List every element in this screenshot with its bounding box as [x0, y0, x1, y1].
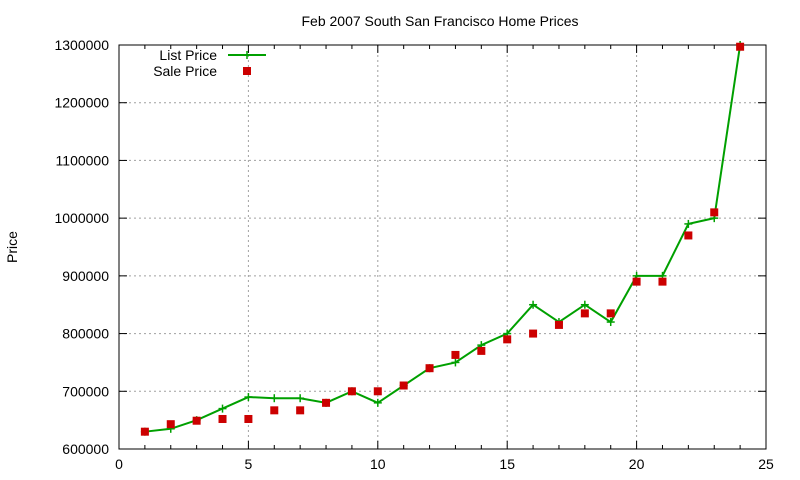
legend-square-marker [243, 67, 251, 75]
sale-price-point [425, 364, 434, 373]
sale-price-point [554, 320, 563, 329]
y-tick-label: 700000 [62, 383, 109, 399]
x-tick-label: 20 [629, 456, 645, 472]
sale-price-point [529, 329, 538, 338]
grid-lines [119, 45, 766, 449]
y-tick-label: 600000 [62, 441, 109, 457]
sale-price-point [451, 350, 460, 359]
y-tick-label: 1300000 [54, 37, 109, 53]
y-tick-label: 900000 [62, 268, 109, 284]
chart-title: Feb 2007 South San Francisco Home Prices [301, 13, 578, 29]
legend-label: Sale Price [153, 63, 217, 79]
x-tick-label: 15 [499, 456, 515, 472]
sale-price-point [244, 414, 253, 423]
sale-price-point [192, 416, 201, 425]
sale-price-point [296, 406, 305, 415]
x-tick-label: 25 [758, 456, 774, 472]
sale-price-point [373, 387, 382, 396]
list-price-point [580, 300, 589, 309]
sale-price-point [503, 335, 512, 344]
sale-price-point [632, 277, 641, 286]
sale-price-point [710, 208, 719, 217]
x-tick-label: 5 [245, 456, 253, 472]
axis-ticks: 0 5 10 15 20 25 600000 700000 800000 900000 100000… [54, 37, 774, 472]
sale-price-point [322, 398, 331, 407]
sale-price-point [218, 414, 227, 423]
sale-price-point [684, 231, 693, 240]
y-axis-label: Price [4, 231, 20, 263]
y-tick-label: 1100000 [56, 152, 110, 168]
list-price-point [296, 394, 305, 403]
y-tick-label: 1000000 [54, 210, 109, 226]
list-price-point [218, 404, 227, 413]
sale-price-point [166, 420, 175, 429]
x-tick-label: 0 [115, 456, 123, 472]
y-tick-label: 1200000 [54, 95, 109, 111]
list-price-line [144, 44, 742, 433]
list-price-point [244, 393, 253, 402]
list-price-point [606, 318, 615, 327]
plot-frame [118, 44, 767, 450]
y-tick-label: 800000 [62, 326, 109, 342]
sale-price-point [606, 309, 615, 318]
legend-label: List Price [159, 47, 217, 63]
data-series [140, 41, 745, 436]
sale-price-point [347, 387, 356, 396]
x-tick-label: 10 [370, 456, 386, 472]
list-price-point [270, 394, 279, 403]
list-price-point [684, 219, 693, 228]
list-price-point [529, 300, 538, 309]
list-price-point [451, 358, 460, 367]
legend-plus-marker [243, 51, 251, 59]
sale-price-point [140, 427, 149, 436]
sale-price-point [580, 309, 589, 318]
sale-price-point [399, 381, 408, 390]
list-price-point [373, 398, 382, 407]
sale-price-point [658, 277, 667, 286]
sale-price-point [477, 346, 486, 355]
sale-price-point [736, 42, 745, 51]
sale-price-point [270, 406, 279, 415]
